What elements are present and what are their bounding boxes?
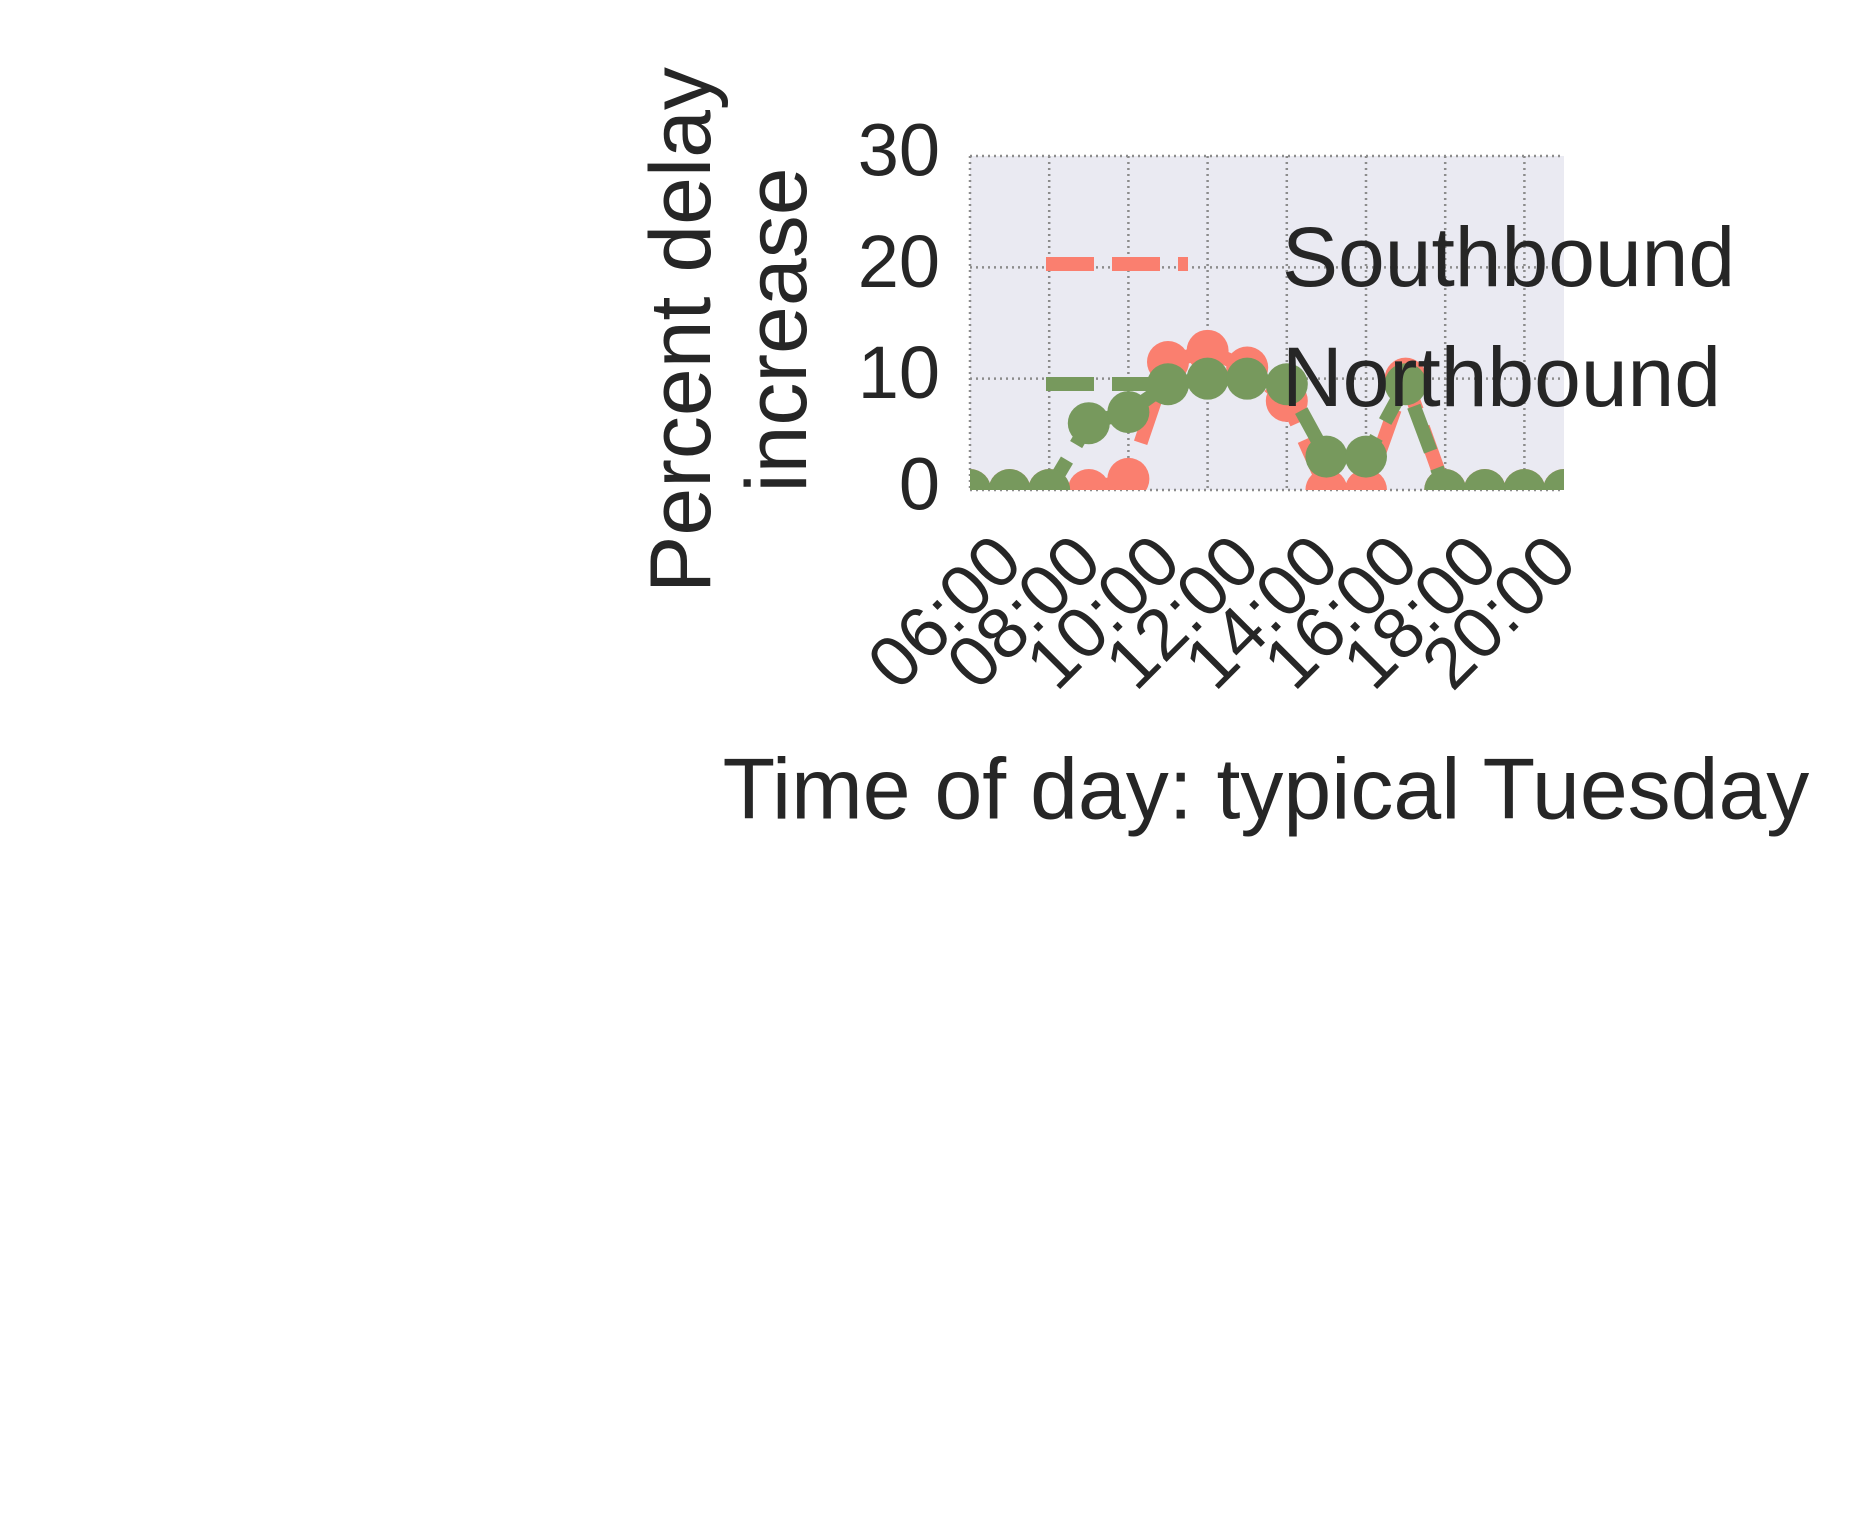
- y-tick-label: 30: [858, 109, 940, 192]
- y-tick-label: 10: [858, 331, 940, 414]
- point: [1067, 402, 1110, 445]
- y-tick-label: 0: [899, 443, 940, 526]
- point: [1107, 457, 1150, 490]
- plot-background: [970, 156, 1564, 490]
- point: [988, 469, 1031, 490]
- point: [1186, 357, 1229, 400]
- point: [1384, 363, 1427, 406]
- point: [1028, 469, 1071, 490]
- point: [1226, 357, 1269, 400]
- grid: [968, 154, 1564, 492]
- point: [1345, 435, 1387, 478]
- point: [1424, 469, 1467, 490]
- point: [1543, 469, 1564, 490]
- plot-lines: [970, 329, 1564, 490]
- x-axis-label: Time of day: typical Tuesday: [723, 742, 1810, 838]
- legend-label: Southbound: [1282, 210, 1735, 304]
- point: [1305, 435, 1348, 478]
- point: [1147, 363, 1189, 406]
- point: [1265, 363, 1308, 406]
- legend-label: Northbound: [1282, 330, 1721, 424]
- point: [970, 469, 991, 490]
- point: [1503, 469, 1546, 490]
- y-axis-label: Percent delayincrease: [633, 67, 825, 593]
- point: [1067, 469, 1110, 490]
- legend: Southbound Northbound: [1046, 210, 1735, 424]
- y-tick-label: 20: [858, 220, 940, 303]
- point: [1463, 469, 1506, 490]
- point: [1107, 391, 1150, 434]
